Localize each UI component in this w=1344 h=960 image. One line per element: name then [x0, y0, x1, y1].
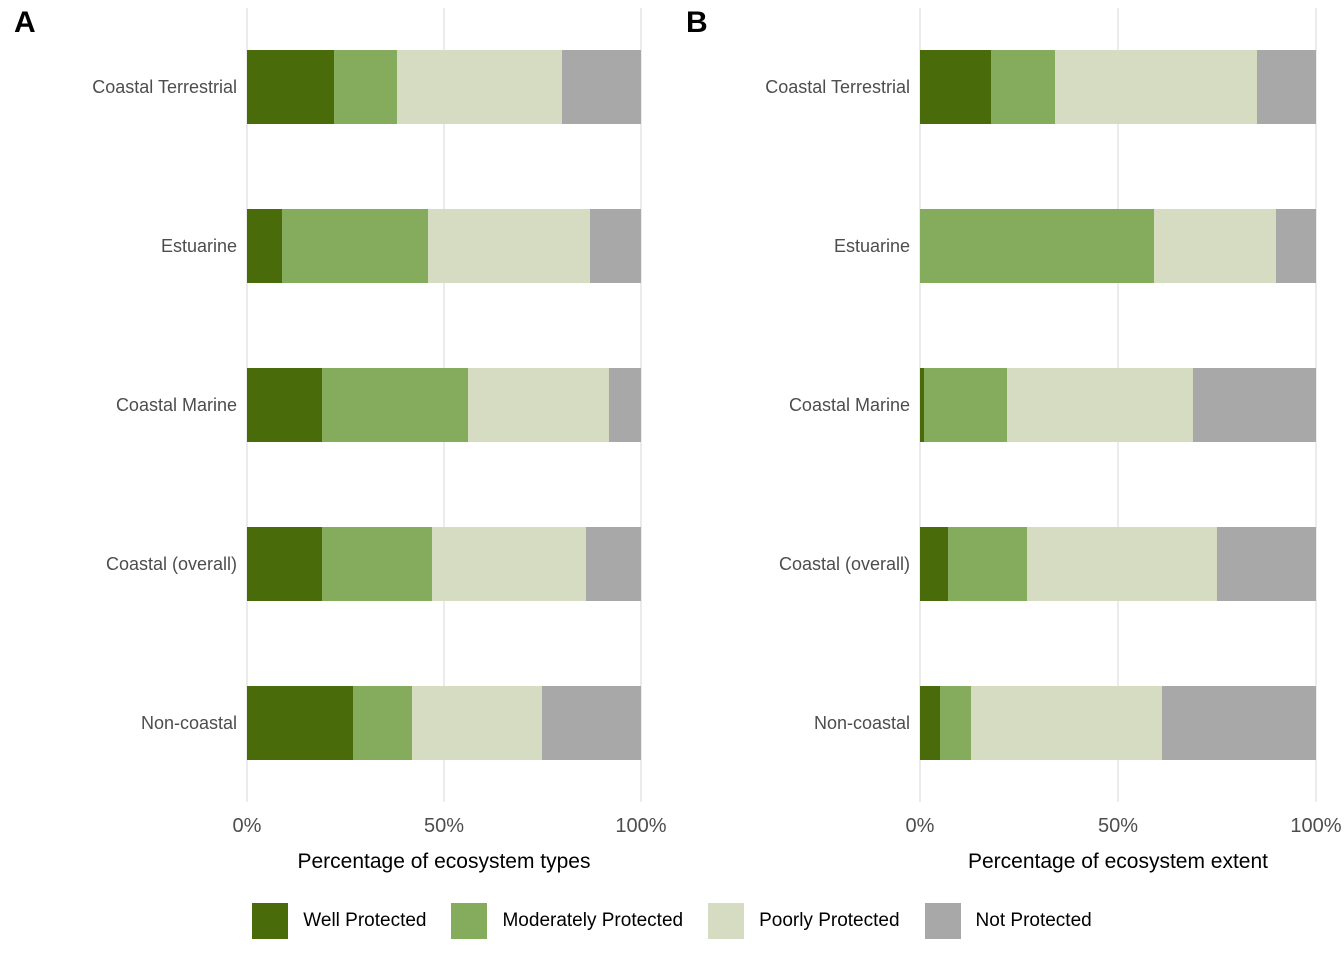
bar-segment: [542, 685, 641, 760]
category-label: Coastal Terrestrial: [765, 77, 910, 98]
bar-segment: [282, 209, 429, 284]
category-label: Non-coastal: [813, 712, 910, 733]
bar-row: [920, 526, 1316, 601]
bar-row: [247, 368, 641, 442]
bar-segment: [1007, 368, 1194, 442]
bar-segment: [321, 526, 433, 601]
bar-segment: [1216, 526, 1316, 601]
panel-a-label: A: [14, 6, 36, 39]
bar-segment: [412, 685, 543, 760]
gridline: [640, 8, 642, 802]
x-tick-label: 100%: [615, 815, 667, 837]
legend-item: Moderately Protected: [451, 903, 683, 939]
bar-segment: [609, 368, 641, 442]
category-label: Non-coastal: [140, 712, 237, 733]
bar-segment: [947, 526, 1027, 601]
bar-segment: [247, 685, 354, 760]
bar-segment: [562, 50, 641, 125]
bar-segment: [467, 368, 610, 442]
bar-segment: [920, 526, 948, 601]
bar-segment: [589, 209, 641, 284]
bar-segment: [432, 526, 586, 601]
bar-row: [247, 526, 641, 601]
legend-item: Well Protected: [252, 903, 426, 939]
x-axis-title: Percentage of ecosystem types: [297, 850, 591, 873]
bar-segment: [920, 368, 924, 442]
category-label: Coastal Terrestrial: [92, 77, 237, 98]
gridline: [1315, 8, 1317, 802]
legend-swatch: [451, 903, 488, 939]
bar-row: [247, 50, 641, 125]
legend: Well Protected Moderately Protected Poorly…: [0, 903, 1344, 939]
legend-swatch: [252, 903, 289, 939]
bar-row: [247, 209, 641, 284]
bar-segment: [396, 50, 563, 125]
bar-segment: [247, 50, 334, 125]
x-tick-label: 100%: [1290, 815, 1342, 837]
bar-row: [920, 368, 1316, 442]
legend-item: Not Protected: [924, 903, 1092, 939]
category-label: Coastal Marine: [788, 395, 910, 415]
panel-b: B Coastal Terrestrial Estuarine Coastal Ma…: [672, 0, 1344, 960]
bar-segment: [247, 368, 322, 442]
x-tick-label: 50%: [1097, 815, 1139, 837]
legend-item: Poorly Protected: [708, 903, 900, 939]
x-axis-title: Percentage of ecosystem extent: [968, 850, 1268, 873]
panel-b-plot: [919, 8, 1317, 802]
bar-segment: [1193, 368, 1316, 442]
legend-label: Not Protected: [975, 910, 1092, 931]
bar-row: [247, 685, 641, 760]
bar-segment: [991, 50, 1055, 125]
bar-segment: [247, 526, 322, 601]
category-label: Coastal Marine: [115, 395, 237, 415]
bar-segment: [939, 685, 972, 760]
bar-segment: [1153, 209, 1277, 284]
category-label: Coastal (overall): [105, 553, 237, 574]
legend-swatch: [924, 903, 961, 939]
legend-label: Poorly Protected: [759, 910, 900, 931]
bar-segment: [247, 209, 283, 284]
bar-segment: [1276, 209, 1316, 284]
bar-row: [920, 50, 1316, 125]
panel-b-label: B: [686, 6, 708, 39]
bar-segment: [1161, 685, 1316, 760]
category-label: Coastal (overall): [778, 553, 910, 574]
bar-segment: [333, 50, 397, 125]
bar-segment: [321, 368, 468, 442]
legend-label: Well Protected: [303, 910, 427, 931]
bar-segment: [923, 368, 1008, 442]
bar-segment: [920, 209, 1154, 284]
panel-a: A Coastal Terrestrial Estuarine Coastal Ma…: [14, 6, 667, 874]
bar-segment: [971, 685, 1162, 760]
x-tick-label: 50%: [423, 815, 465, 837]
x-tick-label: 0%: [905, 815, 935, 837]
bar-row: [920, 209, 1316, 284]
category-label: Estuarine: [160, 236, 237, 257]
panel-a-plot: [246, 8, 642, 802]
legend-swatch: [708, 903, 745, 939]
bar-segment: [428, 209, 590, 284]
bar-row: [920, 685, 1316, 760]
bar-segment: [353, 685, 413, 760]
category-label: Estuarine: [833, 236, 910, 257]
bar-segment: [1256, 50, 1316, 125]
legend-label: Moderately Protected: [502, 910, 684, 931]
bar-segment: [920, 50, 992, 125]
x-tick-label: 0%: [232, 815, 262, 837]
bar-segment: [1026, 526, 1217, 601]
bar-segment: [1054, 50, 1257, 125]
bar-segment: [585, 526, 641, 601]
bar-segment: [920, 685, 940, 760]
